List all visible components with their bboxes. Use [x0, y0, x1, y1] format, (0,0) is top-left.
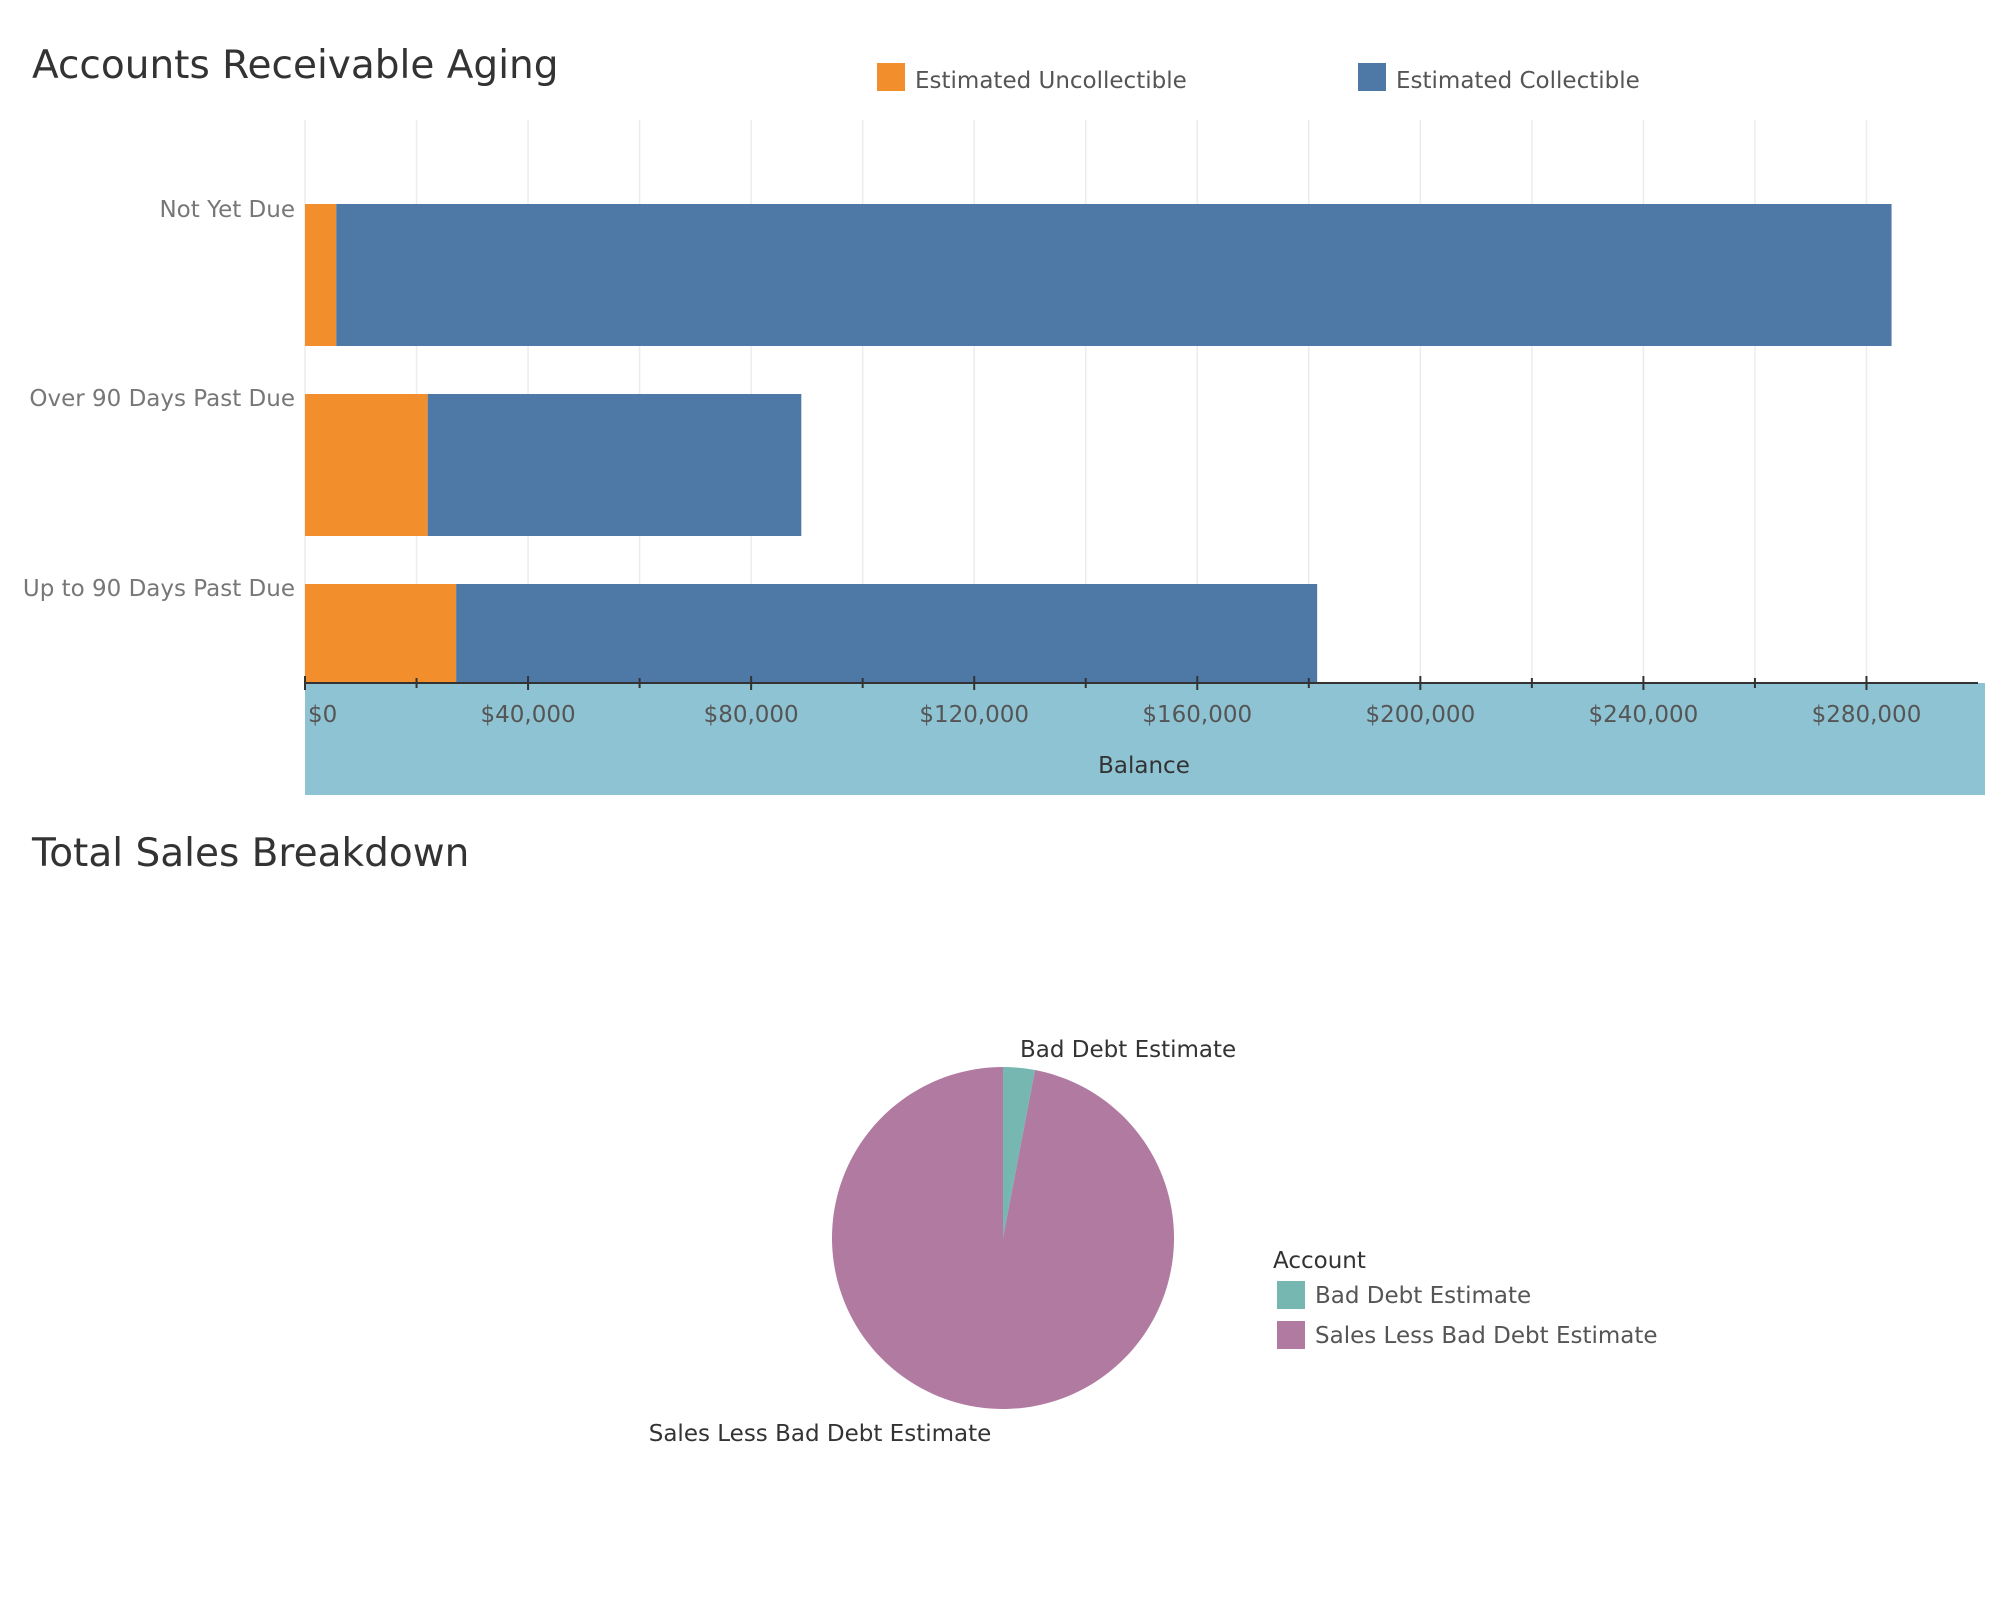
ar-aging-legend: Estimated Uncollectible Estimated Collec… — [877, 63, 1640, 94]
pie-legend-item-sales-less-bad-debt[interactable]: Sales Less Bad Debt Estimate — [1277, 1321, 1658, 1349]
x-tick-label: $280,000 — [1812, 702, 1922, 728]
x-tick-label: $40,000 — [481, 702, 576, 728]
pie-slice-bad-debt[interactable] — [1003, 1067, 1036, 1238]
bars — [305, 204, 1892, 726]
category-label-up-to-90: Up to 90 Days Past Due — [23, 576, 295, 602]
pie-legend-title: Account — [1273, 1248, 1366, 1274]
x-tick-label: $240,000 — [1589, 702, 1699, 728]
pie-legend: Account Bad Debt Estimate Sales Less Bad… — [1273, 1248, 1658, 1349]
x-tick-label: $160,000 — [1142, 702, 1252, 728]
category-label-not-yet-due: Not Yet Due — [159, 197, 295, 223]
legend-label-collectible: Estimated Collectible — [1396, 68, 1640, 94]
pie-legend-swatch-sales-less-bad-debt — [1277, 1321, 1305, 1349]
sales-breakdown-chart: Total Sales Breakdown Bad Debt Estimate … — [31, 831, 1658, 1447]
x-tick-label: $200,000 — [1365, 702, 1475, 728]
x-axis-title: Balance — [1098, 753, 1190, 779]
x-tick-label: $0 — [308, 702, 337, 728]
legend-label-uncollectible: Estimated Uncollectible — [915, 68, 1187, 94]
x-tick-label: $80,000 — [704, 702, 799, 728]
pie — [831, 1067, 1174, 1409]
ar-aging-title: Accounts Receivable Aging — [32, 43, 559, 88]
pie-label-bad-debt: Bad Debt Estimate — [1020, 1037, 1236, 1063]
pie-label-sales-less-bad-debt: Sales Less Bad Debt Estimate — [649, 1421, 992, 1447]
legend-swatch-collectible — [1358, 63, 1386, 91]
category-labels: Not Yet Due Over 90 Days Past Due Up to … — [23, 197, 295, 602]
sales-breakdown-title: Total Sales Breakdown — [31, 831, 469, 876]
bar-segment-uncollectible[interactable] — [305, 204, 337, 346]
legend-item-uncollectible[interactable]: Estimated Uncollectible — [877, 63, 1187, 94]
pie-legend-swatch-bad-debt — [1277, 1281, 1305, 1309]
pie-legend-label-bad-debt: Bad Debt Estimate — [1315, 1283, 1531, 1309]
x-tick-label: $120,000 — [919, 702, 1029, 728]
category-label-over-90: Over 90 Days Past Due — [29, 386, 295, 412]
pie-legend-label-sales-less-bad-debt: Sales Less Bad Debt Estimate — [1315, 1323, 1658, 1349]
pie-legend-item-bad-debt[interactable]: Bad Debt Estimate — [1277, 1281, 1531, 1309]
pie-slice-sales-less-bad-debt[interactable] — [831, 1067, 1174, 1409]
legend-item-collectible[interactable]: Estimated Collectible — [1358, 63, 1640, 94]
x-axis: $0 $40,000 $80,000 $120,000 $160,000 $200,000… — [304, 676, 1978, 728]
bar-segment-uncollectible[interactable] — [305, 394, 428, 536]
x-axis-band — [305, 683, 1985, 795]
bar-segment-collectible[interactable] — [427, 394, 802, 536]
bar-segment-collectible[interactable] — [336, 204, 1892, 346]
legend-swatch-uncollectible — [877, 63, 905, 91]
ar-aging-chart: Accounts Receivable Aging Estimated Unco… — [23, 43, 1985, 795]
